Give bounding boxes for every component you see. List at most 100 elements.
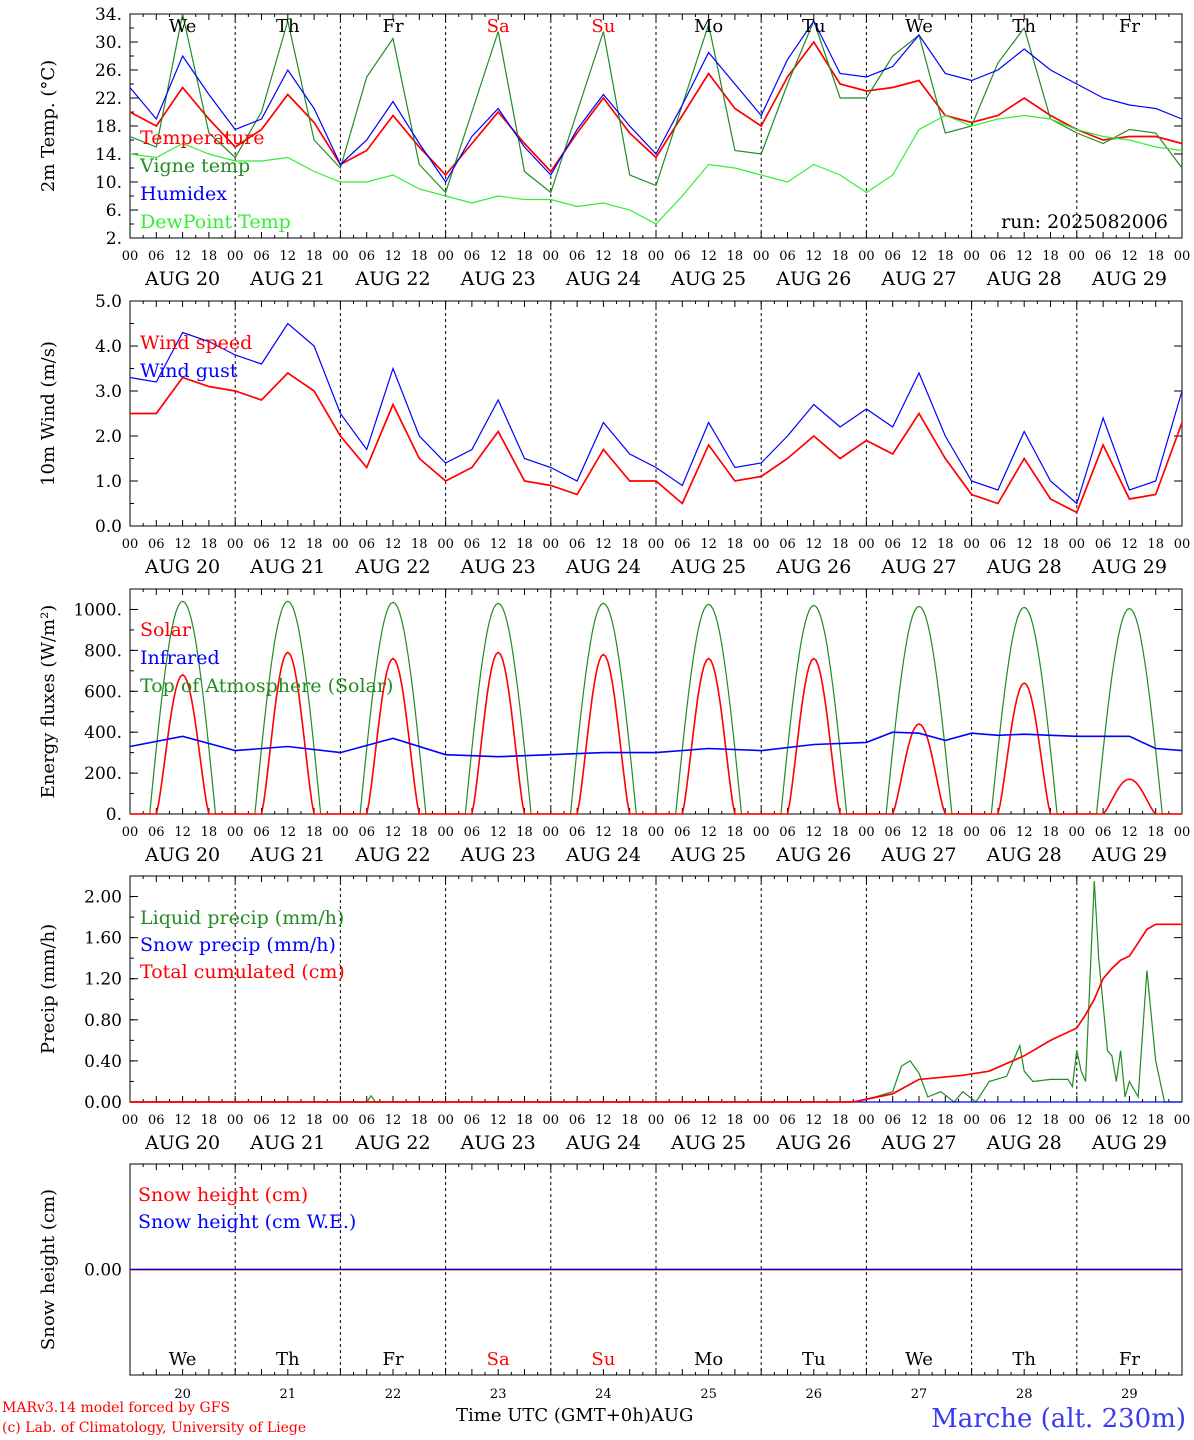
y-tick-label: 26. — [95, 61, 122, 81]
hour-tick-label: 00 — [122, 249, 139, 264]
hour-tick-label: 06 — [358, 825, 375, 840]
legend-entry: Solar — [140, 619, 192, 641]
date-label: AUG 23 — [460, 1132, 536, 1154]
hour-tick-label: 12 — [806, 537, 823, 552]
hour-tick-label: 06 — [358, 1113, 375, 1128]
hour-tick-label: 18 — [201, 825, 218, 840]
weekday-label-bottom: Th — [276, 1349, 300, 1370]
weekday-label: Th — [1012, 16, 1036, 37]
hour-tick-label: 00 — [543, 1113, 560, 1128]
y-tick-label: 1.60 — [84, 929, 122, 949]
hour-tick-label: 18 — [201, 537, 218, 552]
hour-tick-label: 18 — [832, 1113, 849, 1128]
y-axis-title: Snow height (cm) — [38, 1189, 59, 1350]
day-number-label: 28 — [1016, 1387, 1033, 1402]
hour-tick-label: 12 — [1121, 537, 1138, 552]
legend-entry: DewPoint Temp — [140, 211, 291, 233]
y-tick-label: 34. — [95, 5, 122, 25]
hour-tick-label: 12 — [911, 1113, 928, 1128]
hour-tick-label: 12 — [1016, 537, 1033, 552]
y-tick-label: 5.0 — [95, 292, 122, 312]
date-label: AUG 20 — [144, 844, 220, 866]
weekday-label-bottom: We — [905, 1349, 933, 1370]
hour-tick-label: 00 — [648, 825, 665, 840]
date-label: AUG 29 — [1091, 556, 1167, 578]
date-label: AUG 26 — [775, 1132, 851, 1154]
date-label: AUG 27 — [880, 844, 956, 866]
legend-entry: Snow precip (mm/h) — [140, 934, 336, 956]
hour-tick-label: 00 — [332, 537, 349, 552]
panel-frame-1 — [129, 300, 1183, 527]
hour-tick-label: 00 — [332, 825, 349, 840]
series-line-humidex — [129, 19, 1183, 184]
date-label: AUG 24 — [565, 844, 641, 866]
date-label: AUG 20 — [144, 556, 220, 578]
y-tick-label: 0. — [106, 805, 122, 825]
hour-tick-label: 12 — [174, 1113, 191, 1128]
hour-tick-label: 12 — [490, 1113, 507, 1128]
hour-tick-label: 06 — [884, 1113, 901, 1128]
hour-tick-label: 06 — [674, 249, 691, 264]
hour-tick-label: 18 — [727, 1113, 744, 1128]
legend-entry: Wind speed — [140, 332, 252, 354]
run-label: run: 2025082006 — [1001, 211, 1168, 233]
hour-tick-label: 06 — [884, 825, 901, 840]
hour-tick-label: 06 — [1095, 825, 1112, 840]
hour-tick-label: 00 — [963, 249, 980, 264]
weekday-label-bottom: Su — [591, 1349, 615, 1370]
hour-tick-label: 18 — [516, 537, 533, 552]
date-label: AUG 20 — [144, 268, 220, 290]
weekday-label-bottom: Th — [1012, 1349, 1036, 1370]
date-label: AUG 26 — [775, 268, 851, 290]
hour-tick-label: 00 — [648, 537, 665, 552]
weekday-label-bottom: We — [169, 1349, 197, 1370]
day-number-label: 20 — [174, 1387, 191, 1402]
date-label: AUG 21 — [249, 844, 325, 866]
date-label: AUG 20 — [144, 1132, 220, 1154]
y-tick-label: 4.0 — [95, 337, 122, 357]
hour-tick-label: 00 — [753, 1113, 770, 1128]
hour-tick-label: 00 — [1174, 537, 1191, 552]
date-label: AUG 28 — [986, 844, 1062, 866]
hour-tick-label: 06 — [779, 1113, 796, 1128]
legend-entry: Liquid precip (mm/h) — [140, 907, 344, 929]
hour-tick-label: 12 — [595, 249, 612, 264]
hour-tick-label: 18 — [1042, 1113, 1059, 1128]
hour-tick-label: 18 — [937, 537, 954, 552]
weekday-label-bottom: Tu — [802, 1349, 826, 1370]
hour-tick-label: 06 — [464, 1113, 481, 1128]
x-axis-title: Time UTC (GMT+0h)AUG — [456, 1405, 694, 1426]
hour-tick-label: 12 — [385, 537, 402, 552]
hour-tick-label: 06 — [674, 1113, 691, 1128]
legend-entry: Wind gust — [140, 360, 238, 382]
date-label: AUG 23 — [460, 844, 536, 866]
hour-tick-label: 12 — [700, 825, 717, 840]
hour-tick-label: 12 — [385, 825, 402, 840]
hour-tick-label: 18 — [621, 537, 638, 552]
lab-credit: (c) Lab. of Climatology, University of L… — [2, 1420, 307, 1436]
hour-tick-label: 00 — [437, 249, 454, 264]
date-label: AUG 26 — [775, 556, 851, 578]
hour-tick-label: 12 — [280, 537, 297, 552]
y-tick-label: 6. — [106, 201, 122, 221]
hour-tick-label: 06 — [779, 249, 796, 264]
y-tick-label: 200. — [84, 764, 122, 784]
hour-tick-label: 12 — [174, 537, 191, 552]
hour-tick-label: 00 — [858, 825, 875, 840]
hour-tick-label: 18 — [1147, 249, 1164, 264]
hour-tick-label: 06 — [990, 249, 1007, 264]
series-line-infrared — [129, 731, 1183, 758]
hour-tick-label: 06 — [253, 1113, 270, 1128]
hour-tick-label: 18 — [621, 249, 638, 264]
date-label: AUG 26 — [775, 844, 851, 866]
series-line-liquid-precip-mm-h- — [130, 881, 1182, 1103]
date-label: AUG 25 — [670, 844, 746, 866]
day-number-label: 27 — [911, 1387, 928, 1402]
hour-tick-label: 06 — [990, 537, 1007, 552]
panel-frame-2 — [129, 588, 1183, 815]
date-label: AUG 21 — [249, 1132, 325, 1154]
hour-tick-label: 00 — [122, 1113, 139, 1128]
y-tick-label: 0.80 — [84, 1011, 122, 1031]
y-axis-title: Precip (mm/h) — [38, 924, 59, 1054]
y-tick-label: 14. — [95, 145, 122, 165]
